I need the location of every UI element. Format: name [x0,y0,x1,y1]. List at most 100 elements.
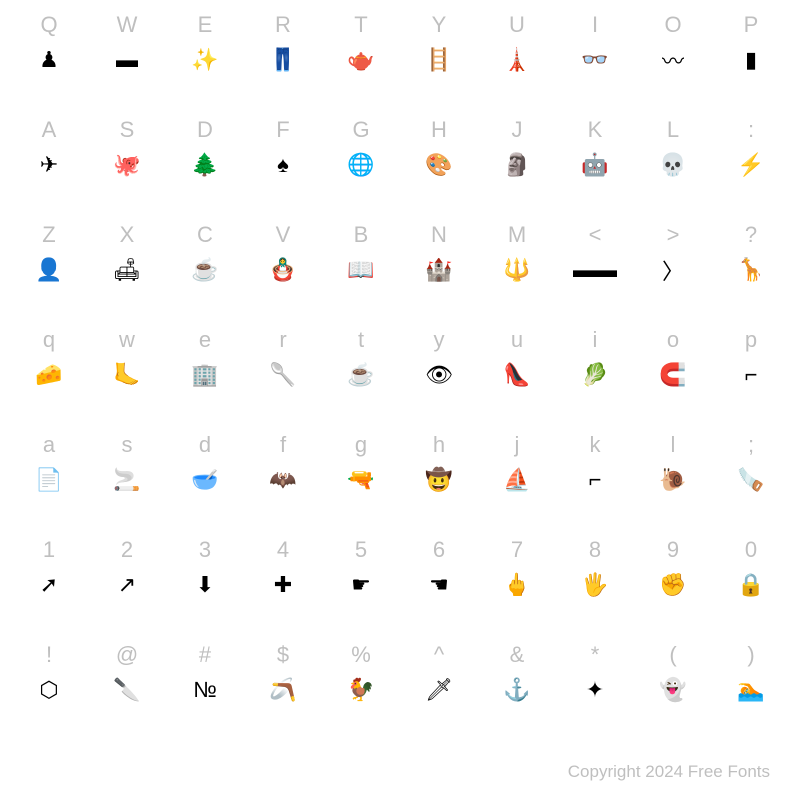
glyph-icon: № [193,671,217,709]
char-cell: h🤠 [400,425,478,530]
char-label: B [354,219,369,251]
glyph-icon: 🌐 [347,146,374,184]
glyph-icon: 🤖 [581,146,608,184]
glyph-icon: 〰 [662,41,684,79]
char-label: t [358,324,364,356]
char-cell: 1➚ [10,530,88,635]
char-label: : [748,114,754,146]
glyph-icon: 🏢 [191,356,218,394]
glyph-icon: ☕ [191,251,218,289]
char-label: Y [432,9,447,41]
char-label: 6 [433,534,445,566]
glyph-icon: 🗿 [503,146,530,184]
char-cell: 4✚ [244,530,322,635]
char-cell: q🧀 [10,320,88,425]
char-label: o [667,324,679,356]
char-cell: w🦶 [88,320,166,425]
char-cell: s🚬 [88,425,166,530]
char-cell: e🏢 [166,320,244,425]
char-label: F [276,114,289,146]
glyph-icon: ⌐ [745,356,758,394]
char-label: 7 [511,534,523,566]
char-cell: u👠 [478,320,556,425]
char-label: s [122,429,133,461]
char-label: 5 [355,534,367,566]
glyph-icon: 📄 [35,461,62,499]
char-label: H [431,114,447,146]
char-cell: 3⬇ [166,530,244,635]
char-label: a [43,429,55,461]
glyph-icon: ⚓ [503,671,530,709]
char-cell: A✈ [10,110,88,215]
char-label: ; [748,429,754,461]
glyph-icon: ✊ [659,566,686,604]
glyph-icon: 👠 [503,356,530,394]
char-label: u [511,324,523,356]
char-cell: F♠ [244,110,322,215]
char-label: & [510,639,525,671]
glyph-icon: 🪃 [269,671,296,709]
char-label: L [667,114,679,146]
char-cell: O〰 [634,5,712,110]
char-label: k [590,429,601,461]
char-cell: S🐙 [88,110,166,215]
char-cell: >〉 [634,215,712,320]
char-label: f [280,429,286,461]
char-label: C [197,219,213,251]
glyph-icon: 🫖 [347,41,374,79]
glyph-icon: 💀 [659,146,686,184]
char-cell: t☕ [322,320,400,425]
glyph-icon: ✦ [586,671,604,709]
char-label: * [591,639,600,671]
char-cell: @🔪 [88,635,166,740]
char-label: M [508,219,526,251]
glyph-icon: 🐓 [347,671,374,709]
char-label: W [117,9,138,41]
char-cell: L💀 [634,110,712,215]
glyph-icon: 👤 [35,251,62,289]
glyph-icon: 🪚 [737,461,764,499]
char-label: e [199,324,211,356]
char-cell: !⬡ [10,635,88,740]
glyph-icon: ➚ [40,566,58,604]
char-cell: V🪆 [244,215,322,320]
char-cell: j⛵ [478,425,556,530]
char-label: 4 [277,534,289,566]
glyph-icon: 🦶 [113,356,140,394]
glyph-icon: 🔪 [113,671,140,709]
char-label: l [671,429,676,461]
char-label: ? [745,219,757,251]
char-label: g [355,429,367,461]
char-cell: y👁 [400,320,478,425]
char-cell: U🗼 [478,5,556,110]
glyph-icon: 🐙 [113,146,140,184]
char-cell: H🎨 [400,110,478,215]
char-cell: (👻 [634,635,712,740]
char-cell: B📖 [322,215,400,320]
char-label: h [433,429,445,461]
glyph-icon: ☛ [351,566,371,604]
char-label: > [667,219,680,251]
glyph-icon: 🔫 [347,461,374,499]
char-label: < [589,219,602,251]
char-label: j [515,429,520,461]
char-label: T [354,9,367,41]
char-label: 2 [121,534,133,566]
glyph-icon: 🧲 [659,356,686,394]
glyph-icon: 🛋 [113,251,141,289]
char-cell: f🦇 [244,425,322,530]
character-map-grid: Q♟W▬E✨R👖T🫖Y🪜U🗼I👓O〰P▮A✈S🐙D🌲F♠G🌐H🎨J🗿K🤖L💀:⚡… [0,0,800,740]
char-cell: 0🔒 [712,530,790,635]
glyph-icon: ▬▬ [573,251,617,289]
char-cell: J🗿 [478,110,556,215]
char-cell: g🔫 [322,425,400,530]
char-cell: a📄 [10,425,88,530]
char-label: 3 [199,534,211,566]
glyph-icon: 🥄 [269,356,296,394]
glyph-icon: 〉 [662,251,684,289]
char-label: y [434,324,445,356]
char-cell: %🐓 [322,635,400,740]
char-label: S [120,114,135,146]
char-label: q [43,324,55,356]
glyph-icon: ⛵ [503,461,530,499]
